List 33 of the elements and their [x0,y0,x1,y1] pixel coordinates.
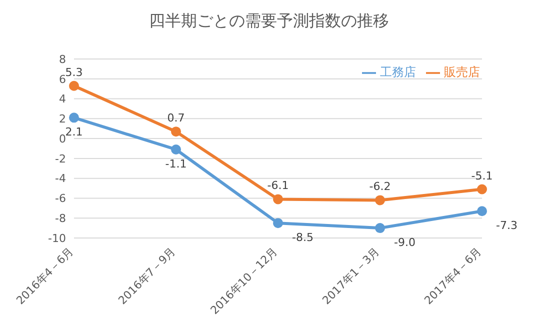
legend-label: 工務店 [380,65,416,79]
y-tick-label: 2 [59,112,66,126]
y-tick-label: -8 [55,212,66,226]
data-label: 5.3 [65,66,83,79]
data-label: 2.1 [65,126,83,139]
point [171,126,181,137]
point [273,194,283,204]
y-tick-label: -4 [55,172,66,186]
y-tick-label: 4 [59,92,66,106]
point [375,195,385,206]
y-tick-label: -6 [55,192,66,206]
legend-label: 販売店 [444,65,480,79]
data-label: -9.0 [394,236,416,250]
y-tick-label: 0 [59,132,66,146]
point [69,80,79,91]
data-label: -7.3 [496,219,518,232]
point [69,112,79,123]
data-label: -8.5 [292,231,314,244]
point [477,184,487,194]
y-tick-label: 8 [59,52,66,66]
data-label: -6.2 [369,180,391,194]
y-tick-label: 6 [59,72,66,86]
y-tick-label: -10 [48,232,66,245]
data-label: -6.1 [267,179,289,192]
chart-title: 四半期ごとの需要予測指数の推移 [148,10,390,32]
data-label: 0.7 [167,112,185,125]
point [273,218,283,228]
point [375,223,385,234]
data-label: -5.1 [471,169,493,182]
data-label: -1.1 [165,157,187,170]
point [171,144,181,154]
y-tick-label: -2 [55,152,66,166]
point [477,206,487,216]
